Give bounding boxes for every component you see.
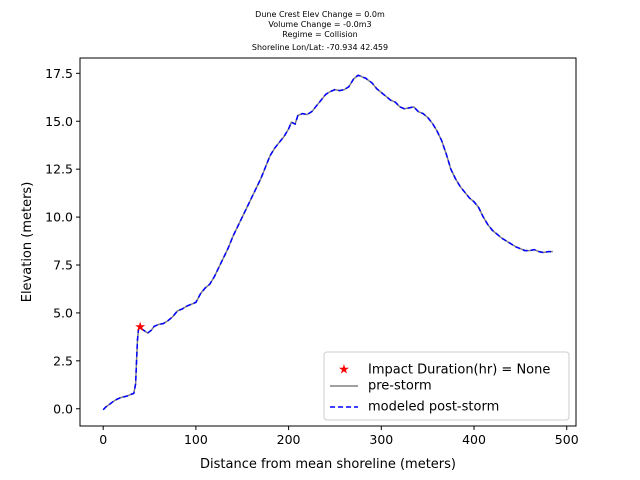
legend-label-pre-storm: pre-storm <box>368 379 432 394</box>
legend: ★ Impact Duration(hr) = None pre-storm m… <box>323 351 570 421</box>
y-axis-ticks: 0.0 2.5 5.0 7.5 10.0 12.5 15.0 17.5 <box>45 66 80 416</box>
x-tick-label: 100 <box>184 432 208 447</box>
legend-star-icon: ★ <box>338 363 350 378</box>
plot-frame <box>79 57 577 427</box>
y-tick-label: 10.0 <box>45 210 73 225</box>
y-tick-label: 17.5 <box>45 66 73 81</box>
x-tick-label: 300 <box>369 432 393 447</box>
legend-box <box>323 351 570 421</box>
title-line-4: Shoreline Lon/Lat: -70.934 42.459 <box>252 43 388 52</box>
y-tick-label: 15.0 <box>45 114 73 129</box>
y-tick-label: 2.5 <box>53 353 73 368</box>
series-group <box>102 74 553 411</box>
title-line-1: Dune Crest Elev Change = 0.0m <box>255 10 385 19</box>
title-line-3: Regime = Collision <box>282 30 357 39</box>
y-tick-label: 12.5 <box>45 162 73 177</box>
x-tick-label: 200 <box>277 432 301 447</box>
x-tick-label: 0 <box>99 432 107 447</box>
y-tick-label: 5.0 <box>53 305 73 320</box>
y-axis-label: Elevation (meters) <box>20 182 35 303</box>
x-tick-label: 400 <box>462 432 486 447</box>
series-line-post-storm <box>102 74 553 411</box>
x-axis-ticks: 0 100 200 300 400 500 <box>99 426 579 447</box>
marker-group: ★ <box>134 320 146 335</box>
x-axis-label: Distance from mean shoreline (meters) <box>200 457 456 472</box>
legend-label-post-storm: modeled post-storm <box>368 400 499 415</box>
x-tick-label: 500 <box>555 432 579 447</box>
y-tick-label: 0.0 <box>53 401 73 416</box>
chart-title: Dune Crest Elev Change = 0.0m Volume Cha… <box>252 10 388 52</box>
y-tick-label: 7.5 <box>53 258 73 273</box>
legend-label-impact: Impact Duration(hr) = None <box>368 363 550 378</box>
title-line-2: Volume Change = -0.0m3 <box>268 20 371 29</box>
impact-star-marker: ★ <box>134 320 146 335</box>
